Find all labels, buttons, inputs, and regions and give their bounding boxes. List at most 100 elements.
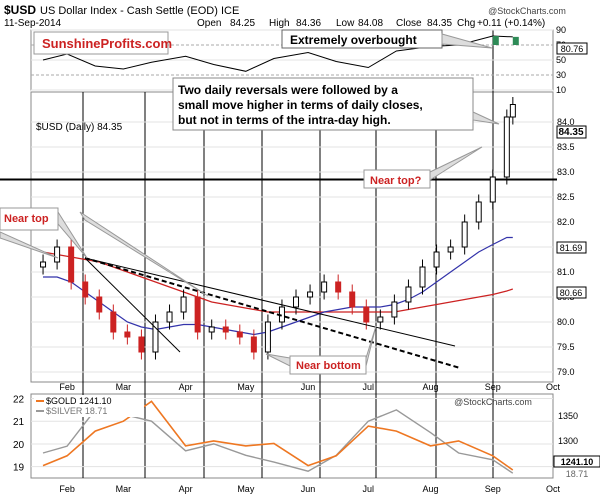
candle-body xyxy=(475,201,482,223)
x-tick-label-lower: Sep xyxy=(485,484,501,494)
rsi-overbought-fill xyxy=(492,36,519,45)
candle-body xyxy=(405,286,412,303)
price-tick-label: 84.0 xyxy=(557,117,575,127)
silver-legend: $SILVER 18.71 xyxy=(46,406,107,416)
solid-trend-line-upper xyxy=(84,257,456,347)
x-tick-label-lower: Jun xyxy=(301,484,316,494)
x-tick-label: Jul xyxy=(363,382,375,392)
rsi-last-value: 80.76 xyxy=(561,44,584,54)
candle-body xyxy=(54,246,61,263)
candle-body xyxy=(250,336,257,353)
near-top-left-text: Near top xyxy=(4,213,49,225)
rsi-tick-label: 30 xyxy=(556,70,566,80)
candle-body xyxy=(363,306,370,323)
last-price-box xyxy=(556,125,587,139)
price-tick-label: 80.0 xyxy=(557,317,575,327)
price-candles xyxy=(40,97,516,360)
candle-body xyxy=(433,251,440,268)
near-top-left-pointer-3 xyxy=(79,211,209,297)
candle-body xyxy=(391,301,398,318)
price-tick-label: 82.0 xyxy=(557,217,575,227)
x-axis-ticks: Feb Feb Mar Mar Apr Apr May May Jun Jun Jul Jul Aug A… xyxy=(59,382,560,494)
brand-text: SunshineProfits.com xyxy=(42,36,172,51)
chg-value: +0.11 (+0.14%) xyxy=(477,18,545,29)
ma50-value: 81.69 xyxy=(560,243,583,253)
near-bottom-text: Near bottom xyxy=(296,360,361,372)
rsi-tick-label: 50 xyxy=(556,55,566,65)
price-legend: $USD (Daily) 84.35 xyxy=(36,122,123,133)
symbol-text: $USD xyxy=(4,3,36,17)
candle-body xyxy=(68,246,75,283)
x-tick-label: Oct xyxy=(546,382,561,392)
candle-body xyxy=(419,266,426,288)
high-label: High xyxy=(269,18,290,29)
x-tick-label-lower: Mar xyxy=(116,484,132,494)
candle-body xyxy=(335,281,342,293)
overbought-text: Extremely overbought xyxy=(290,33,417,47)
price-tick-label: 81.0 xyxy=(557,267,575,277)
rsi-y-ticks: 9070503010 xyxy=(556,25,566,95)
candle-body xyxy=(489,176,496,203)
x-tick-label-lower: Jul xyxy=(363,484,375,494)
gold-last-value: 1241.10 xyxy=(561,457,594,467)
gold-legend: $GOLD 1241.10 xyxy=(46,396,112,406)
metals-credit: @StockCharts.com xyxy=(454,397,532,407)
last-price-value: 84.35 xyxy=(558,127,583,138)
candle-body xyxy=(96,296,103,313)
near-bottom-pointer-1 xyxy=(265,353,291,367)
ma200-value-box xyxy=(556,286,587,299)
high-value: 84.36 xyxy=(296,18,321,29)
index-name-text: US Dollar Index - Cash Settle (EOD) ICE xyxy=(40,5,239,17)
candle-body xyxy=(321,281,328,293)
ma50-value-box xyxy=(556,241,587,254)
stockcharts-credit: @StockCharts.com xyxy=(488,6,566,16)
open-label: Open xyxy=(197,18,221,29)
candle-body xyxy=(349,291,356,308)
x-tick-label-lower: Aug xyxy=(423,484,439,494)
comment-line-3: but not in terms of the intra-day high. xyxy=(178,113,391,127)
metals-left-ticks: 22 21 20 19 xyxy=(13,395,25,474)
candle-body xyxy=(264,321,271,353)
close-value: 84.35 xyxy=(427,18,452,29)
price-tick-label: 82.5 xyxy=(557,192,575,202)
candle-body xyxy=(40,261,47,268)
price-tick-label: 83.0 xyxy=(557,167,575,177)
candle-body xyxy=(82,281,89,298)
candle-body xyxy=(377,316,384,323)
metals-right-tick: 1300 xyxy=(558,436,578,446)
x-tick-label-lower: Oct xyxy=(546,484,561,494)
candle-body xyxy=(293,296,300,308)
ohlc-row: Open 84.25 High 84.36 Low 84.08 Close 84… xyxy=(197,18,545,29)
metals-legend-bg xyxy=(34,395,144,417)
x-tick-label-lower: Apr xyxy=(179,484,193,494)
gold-last-box xyxy=(553,455,600,468)
candle-body xyxy=(138,336,145,353)
candle-body xyxy=(166,311,173,323)
price-tick-label: 79.0 xyxy=(557,367,575,377)
x-tick-label: Aug xyxy=(423,382,439,392)
rsi-tick-label: 90 xyxy=(556,25,566,35)
near-bottom-pointer-2 xyxy=(365,325,377,367)
near-top-right-text: Near top? xyxy=(370,175,422,187)
comment-box xyxy=(172,77,474,131)
price-tick-label: 79.5 xyxy=(557,342,575,352)
gold-line xyxy=(42,400,514,471)
low-value: 84.08 xyxy=(358,18,383,29)
comment-line-2: small move higher in terms of daily clos… xyxy=(178,98,423,112)
silver-last-value: 18.71 xyxy=(566,469,589,479)
comment-line-1: Two daily reversals were followed by a xyxy=(178,83,398,97)
near-top-left-pointer-1 xyxy=(57,210,88,259)
comment-pointer xyxy=(472,111,500,125)
rsi-tick-label: 10 xyxy=(556,85,566,95)
x-tick-label-lower: Feb xyxy=(59,484,75,494)
vertical-guides xyxy=(82,30,494,478)
chg-label: Chg xyxy=(457,18,475,29)
x-tick-label: Mar xyxy=(116,382,132,392)
x-tick-label: Jun xyxy=(301,382,316,392)
brand-box xyxy=(33,31,169,55)
candle-body xyxy=(110,311,117,333)
ma200-value: 80.66 xyxy=(560,288,583,298)
dashed-trend-line xyxy=(84,257,461,369)
near-top-right-pointer xyxy=(429,146,483,181)
